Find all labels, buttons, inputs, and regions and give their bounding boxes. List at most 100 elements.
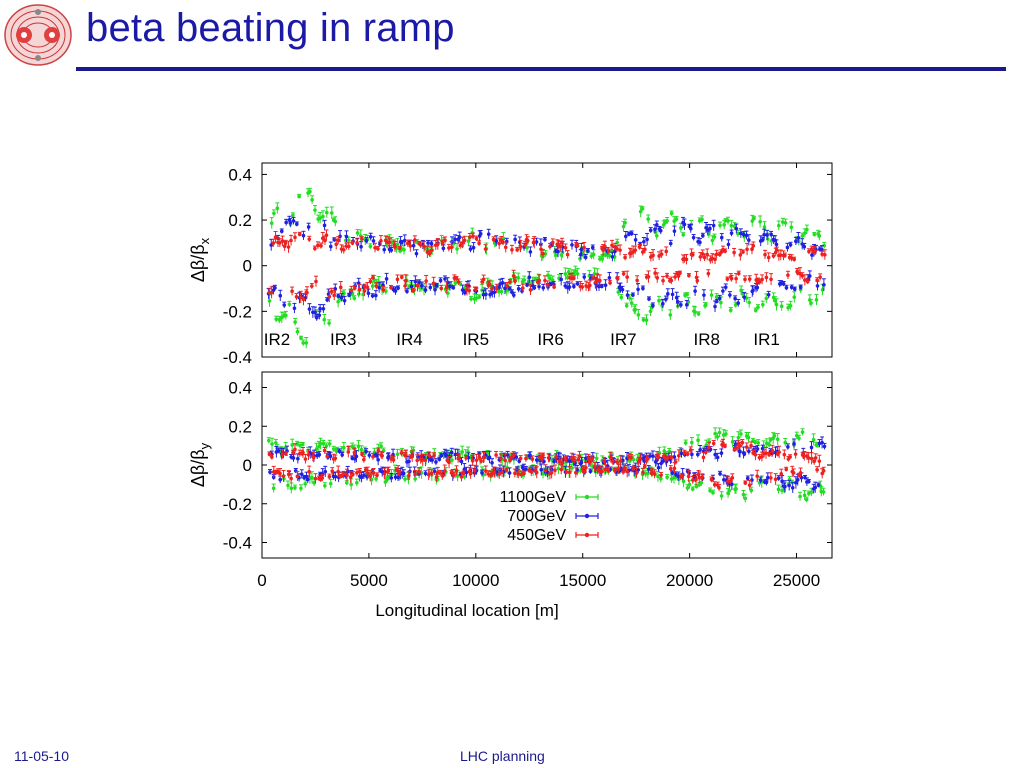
- data-point: [670, 471, 674, 475]
- data-point: [652, 472, 657, 476]
- data-point: [342, 445, 346, 450]
- data-point: [607, 253, 612, 258]
- data-point: [550, 240, 555, 245]
- data-point: [362, 457, 366, 462]
- data-point: [300, 442, 305, 447]
- data-point: [508, 280, 512, 284]
- data-point: [675, 299, 680, 304]
- data-point: [559, 467, 564, 472]
- data-point: [739, 432, 743, 436]
- data-point: [280, 452, 285, 456]
- data-point: [574, 470, 578, 475]
- data-point: [511, 293, 516, 297]
- data-point: [293, 447, 297, 452]
- data-point: [670, 292, 675, 297]
- data-point: [823, 252, 827, 257]
- data-point: [706, 271, 711, 276]
- data-point: [414, 251, 419, 256]
- data-point: [566, 270, 571, 274]
- data-point: [503, 245, 508, 250]
- data-point: [281, 474, 286, 478]
- data-point: [431, 281, 436, 286]
- slide-title: beta beating in ramp: [86, 6, 455, 50]
- data-point: [410, 454, 415, 459]
- data-point: [788, 455, 792, 459]
- data-point: [320, 476, 325, 480]
- data-point: [658, 228, 663, 233]
- x-axis-label: Longitudinal location [m]: [375, 601, 558, 620]
- data-point: [681, 479, 686, 484]
- data-point: [268, 470, 272, 474]
- data-point: [738, 449, 742, 454]
- data-point: [470, 458, 475, 463]
- data-point: [797, 473, 801, 478]
- data-point: [420, 458, 425, 462]
- data-point: [752, 216, 756, 221]
- data-point: [471, 234, 475, 238]
- data-point: [541, 453, 545, 458]
- data-point: [291, 450, 295, 455]
- data-point: [310, 198, 314, 202]
- data-point: [713, 257, 717, 262]
- data-point: [684, 257, 689, 262]
- data-point: [532, 285, 537, 290]
- data-point: [665, 219, 669, 223]
- data-point: [391, 458, 396, 462]
- data-point: [507, 471, 512, 475]
- data-point: [732, 250, 736, 255]
- data-point: [784, 285, 789, 290]
- data-point: [572, 284, 576, 289]
- data-point: [297, 232, 302, 237]
- data-point: [627, 232, 631, 237]
- data-point: [267, 438, 271, 443]
- data-point: [460, 288, 465, 292]
- data-point: [434, 460, 438, 464]
- data-point: [365, 285, 370, 290]
- data-point: [760, 238, 765, 242]
- data-point: [817, 234, 822, 238]
- data-point: [330, 469, 335, 474]
- data-point: [451, 285, 456, 290]
- data-point: [307, 307, 312, 311]
- data-point: [554, 253, 558, 258]
- data-point: [653, 271, 657, 275]
- data-point: [783, 253, 787, 258]
- data-point: [403, 477, 407, 481]
- data-point: [292, 306, 297, 311]
- data-point: [455, 247, 459, 251]
- data-point: [734, 276, 738, 281]
- data-point: [384, 277, 389, 281]
- data-point: [295, 329, 300, 334]
- data-point: [778, 253, 783, 257]
- data-point: [397, 471, 401, 475]
- data-point: [317, 444, 321, 449]
- data-point: [705, 252, 709, 257]
- chart-svg: -0.4 -0.2 0 0.2 0.4 Δβ/βx IR2 IR3 IR4 IR5 IR6 IR7 IR…: [188, 162, 833, 620]
- data-point: [751, 288, 755, 293]
- data-point: [798, 494, 802, 499]
- data-point: [736, 231, 740, 236]
- data-point: [758, 219, 762, 224]
- data-point: [316, 243, 320, 248]
- data-point: [440, 241, 445, 245]
- data-point: [503, 458, 507, 463]
- data-point: [363, 467, 368, 472]
- data-point: [439, 453, 444, 458]
- data-point: [739, 231, 743, 236]
- data-point: [642, 464, 647, 469]
- data-point: [271, 486, 276, 491]
- data-point: [741, 250, 745, 254]
- data-point: [441, 246, 446, 251]
- data-point: [575, 281, 580, 286]
- data-point: [278, 471, 282, 476]
- data-point: [718, 471, 722, 476]
- data-point: [345, 473, 349, 477]
- data-point: [430, 458, 434, 462]
- data-point: [664, 249, 669, 254]
- data-point: [642, 239, 646, 244]
- data-point: [709, 293, 714, 297]
- data-point: [606, 468, 611, 472]
- data-point: [272, 211, 276, 216]
- data-point: [490, 286, 494, 291]
- data-point: [701, 455, 706, 460]
